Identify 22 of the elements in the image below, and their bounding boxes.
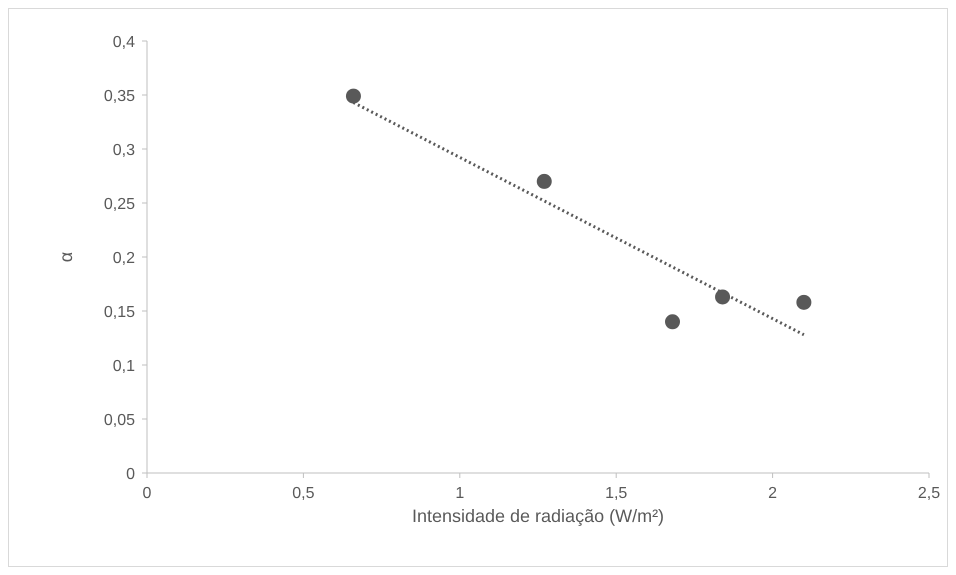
y-tick-label: 0,2: [112, 250, 136, 267]
y-tick-label: 0,1: [112, 358, 136, 375]
point: [796, 294, 812, 310]
x-tick-label: 2: [768, 485, 778, 502]
point: [346, 88, 361, 104]
y-tick-label: 0,05: [104, 412, 136, 429]
x-tick-label: 2,5: [918, 485, 940, 502]
point: [536, 174, 552, 189]
y-tick-label: 0,4: [112, 34, 136, 51]
point: [665, 314, 680, 330]
x-tick-label: 0,5: [292, 485, 315, 502]
x-tick-label: 0: [142, 485, 152, 502]
y-tick-label: 0: [126, 466, 136, 483]
y-tick-label: 0,15: [104, 304, 136, 321]
x-axis-title: Intensidade de radiação (W/m²): [412, 506, 664, 526]
x-tick-label: 1: [455, 485, 464, 502]
x-tick-label: 1,5: [605, 485, 628, 502]
y-axis-title: α: [56, 252, 76, 262]
y-tick-label: 0,25: [104, 196, 136, 213]
y-tick-label: 0,35: [104, 88, 136, 105]
y-tick-label: 0,3: [112, 142, 136, 159]
point: [715, 289, 730, 304]
